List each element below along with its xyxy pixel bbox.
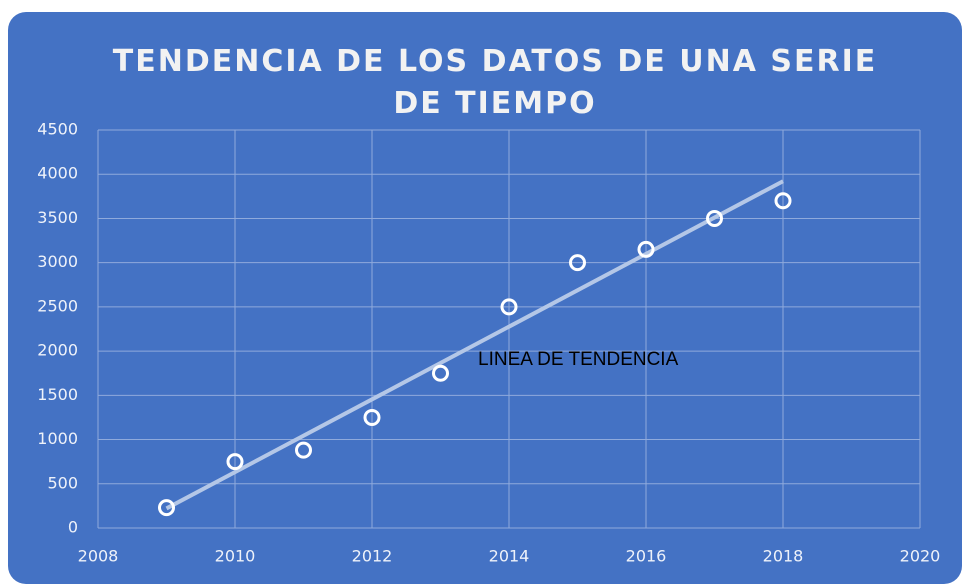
point: [774, 192, 792, 210]
x-tick-label: 2010: [215, 547, 256, 566]
x-tick-label: 2014: [489, 547, 530, 566]
point: [295, 441, 312, 459]
y-tick-label: 3500: [37, 208, 78, 227]
y-tick-label: 3000: [37, 252, 78, 271]
point: [569, 254, 586, 272]
y-tick-label: 1000: [37, 429, 78, 448]
x-tick-label: 2020: [900, 547, 941, 566]
y-tick-label: 500: [47, 473, 78, 492]
x-tick-label: 2008: [78, 547, 119, 566]
point: [500, 298, 518, 316]
point: [432, 364, 449, 382]
x-tick-label: 2016: [626, 547, 667, 566]
point: [706, 209, 723, 227]
chart-background: [8, 12, 962, 584]
point: [637, 240, 655, 258]
y-tick-label: 0: [68, 518, 78, 537]
point: [226, 453, 244, 471]
y-tick-label: 2000: [37, 341, 78, 360]
x-tick-label: 2012: [352, 547, 393, 566]
point: [158, 499, 175, 517]
x-tick-label: 2018: [763, 547, 804, 566]
chart-title: TENDENCIA DE LOS DATOS DE UNA SERIE DE TI…: [113, 44, 877, 121]
y-tick-label: 4500: [37, 120, 78, 139]
point: [363, 408, 381, 426]
annotation: LINEA DE TENDENCIA: [478, 349, 679, 370]
trendline: [165, 179, 784, 511]
y-tick-label: 2500: [37, 296, 78, 315]
y-tick-label: 1500: [37, 385, 78, 404]
y-tick-label: 4000: [37, 164, 78, 183]
